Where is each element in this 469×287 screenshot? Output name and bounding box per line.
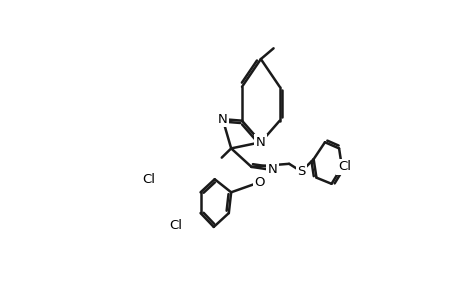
Text: Cl: Cl [142, 173, 155, 186]
Text: N: N [268, 164, 278, 177]
Text: O: O [254, 176, 265, 189]
Text: Cl: Cl [170, 219, 182, 232]
Text: S: S [297, 165, 306, 178]
Text: Cl: Cl [338, 160, 351, 173]
Text: N: N [218, 113, 227, 126]
Text: N: N [256, 136, 266, 149]
